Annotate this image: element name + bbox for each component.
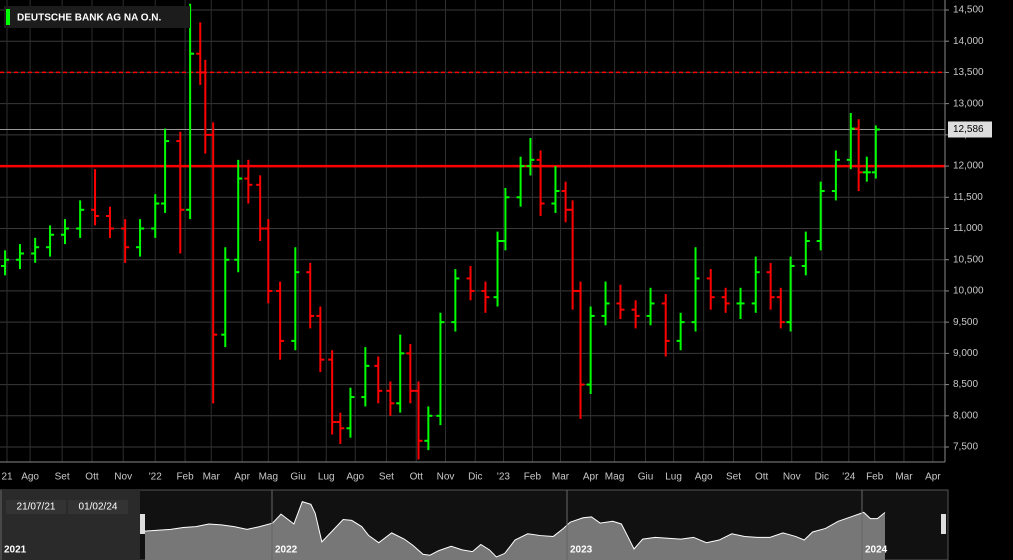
- date-box: [6, 500, 66, 514]
- x-tick-label: '23: [497, 472, 510, 483]
- x-tick-label: Giu: [290, 472, 306, 483]
- y-tick-label: 8,000: [953, 410, 978, 421]
- y-tick-label: 7,500: [953, 442, 978, 453]
- x-tick-label: Mag: [605, 472, 624, 483]
- x-tick-label: Lug: [665, 472, 682, 483]
- title-box: [4, 6, 190, 28]
- year-label: 2024: [865, 545, 888, 556]
- x-tick-label: Ott: [85, 472, 99, 483]
- nav-end-date: 01/02/24: [79, 502, 118, 513]
- y-tick-label: 8,500: [953, 379, 978, 390]
- x-tick-label: Dic: [815, 472, 829, 483]
- y-tick-label: 9,500: [953, 317, 978, 328]
- y-tick-label: 13,000: [953, 98, 984, 109]
- axes: 7,500 8,000 8,500 9,000 9,500 10,000 10,500 11,…: [1, 5, 992, 483]
- x-tick-label: Ott: [410, 472, 424, 483]
- year-label: 2021: [4, 545, 27, 556]
- x-tick-label: Dic: [468, 472, 482, 483]
- last-price-label: 12,586: [953, 124, 984, 135]
- y-tick-label: 11,500: [953, 192, 983, 203]
- x-tick-label: Set: [55, 472, 70, 483]
- y-tick-label: 11,000: [953, 223, 983, 234]
- y-tick-label: 10,500: [953, 254, 984, 265]
- x-tick-label: '22: [149, 472, 162, 483]
- y-tick-label: 10,000: [953, 286, 984, 297]
- chart-title: DEUTSCHE BANK AG NA O.N.: [17, 13, 161, 24]
- x-tick-label: Set: [379, 472, 394, 483]
- x-tick-label: Lug: [318, 472, 335, 483]
- x-tick-label: Nov: [783, 472, 801, 483]
- nav-start-date: 21/07/21: [17, 502, 56, 513]
- x-tick-label: Mar: [203, 472, 221, 483]
- x-tick-label: Ott: [755, 472, 769, 483]
- x-tick-label: 21: [1, 472, 13, 483]
- navigator-area: [145, 501, 885, 560]
- x-tick-label: Ago: [21, 472, 39, 483]
- x-tick-label: Apr: [234, 472, 250, 483]
- x-tick-label: Set: [726, 472, 741, 483]
- navigator-line: [144, 501, 886, 558]
- x-tick-label: Giu: [638, 472, 654, 483]
- x-tick-label: Feb: [176, 472, 194, 483]
- nav-handle[interactable]: [140, 514, 145, 534]
- x-tick-label: Nov: [114, 472, 132, 483]
- navigator: 21/07/21 01/02/24 2021 2022 2023 2024: [0, 489, 949, 560]
- y-tick-label: 12,000: [953, 161, 984, 172]
- x-tick-label: Nov: [437, 472, 455, 483]
- title-marker: [6, 9, 10, 25]
- x-tick-label: Ago: [695, 472, 713, 483]
- date-box: [68, 500, 128, 514]
- year-label: 2023: [570, 545, 593, 556]
- year-label: 2022: [275, 545, 298, 556]
- x-tick-label: Apr: [925, 472, 941, 483]
- x-tick-label: '24: [842, 472, 855, 483]
- x-tick-label: Feb: [524, 472, 542, 483]
- x-tick-label: Ago: [346, 472, 364, 483]
- x-tick-label: Feb: [866, 472, 884, 483]
- x-tick-label: Mag: [259, 472, 278, 483]
- bars: [1, 3, 880, 460]
- last-price-box: [948, 121, 992, 138]
- reference-lines: [0, 71, 945, 168]
- y-tick-label: 14,500: [953, 5, 984, 16]
- x-tick-label: Apr: [583, 472, 599, 483]
- x-tick-label: Mar: [895, 472, 913, 483]
- y-tick-label: 14,000: [953, 36, 984, 47]
- x-tick-label: Mar: [552, 472, 570, 483]
- y-tick-label: 13,500: [953, 67, 984, 78]
- y-tick-label: 9,000: [953, 348, 978, 359]
- nav-handle[interactable]: [941, 514, 946, 534]
